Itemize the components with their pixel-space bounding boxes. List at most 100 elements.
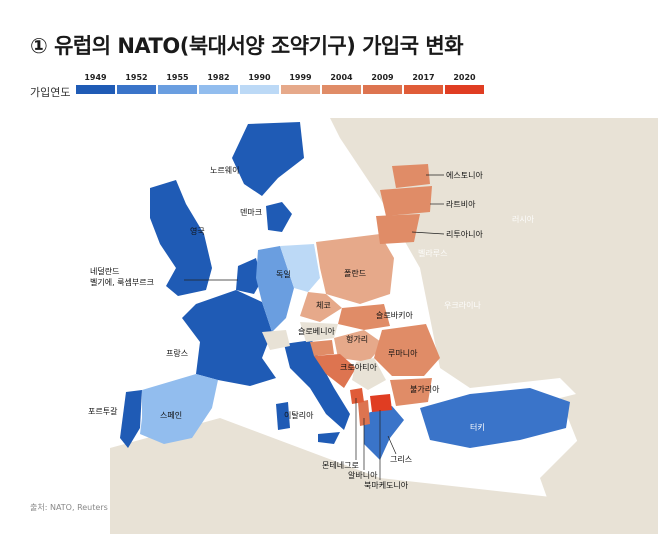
legend-year: 1949 xyxy=(84,73,107,82)
country-slovenia xyxy=(310,340,334,356)
legend-swatch xyxy=(363,85,402,94)
legend-swatch xyxy=(158,85,197,94)
legend-year: 2020 xyxy=(453,73,476,82)
label-bulgaria: 불가리아 xyxy=(410,384,440,394)
members-2004 xyxy=(310,164,440,406)
country-north-macedonia xyxy=(370,394,392,412)
label-ukraine: 우크라이나 xyxy=(444,300,481,310)
country-bulgaria xyxy=(390,378,432,406)
label-romania: 루마니아 xyxy=(388,348,418,358)
label-montenegro: 몬테네그로 xyxy=(322,461,359,470)
legend-item-1990: 1990 xyxy=(240,71,279,94)
label-czech: 체코 xyxy=(316,300,331,310)
country-croatia xyxy=(314,354,356,388)
country-switzerland xyxy=(262,330,290,350)
legend-swatch xyxy=(117,85,156,94)
country-hungary xyxy=(334,330,384,362)
country-spain xyxy=(140,374,218,444)
country-romania xyxy=(374,324,440,376)
country-estonia xyxy=(392,164,430,188)
country-east-germany xyxy=(280,244,320,292)
legend-item-2009: 2009 xyxy=(363,71,402,94)
legend-label: 가입연도 xyxy=(30,86,71,99)
legend-swatch xyxy=(404,85,443,94)
country-serbia xyxy=(352,358,386,390)
legend-swatch xyxy=(281,85,320,94)
legend-swatch xyxy=(199,85,238,94)
country-poland xyxy=(316,234,394,304)
legend-year: 2017 xyxy=(412,73,435,82)
label-croatia: 크로아티아 xyxy=(340,362,377,372)
legend-item-1982: 1982 xyxy=(199,71,238,94)
legend-swatch xyxy=(322,85,361,94)
legend-item-2017: 2017 xyxy=(404,71,443,94)
europe-map: 러시아 벨라루스 우크라이나 노르웨이 덴마크 영국 네덜란드 벨기에, 룩셈부… xyxy=(0,118,658,534)
label-germany: 독일 xyxy=(276,270,291,279)
label-estonia: 에스토니아 xyxy=(446,170,483,180)
legend-item-1949: 1949 xyxy=(76,71,115,94)
country-turkey xyxy=(420,388,570,448)
label-lithuania: 리투아니아 xyxy=(446,229,483,239)
label-netherlands: 네덜란드 xyxy=(90,266,119,276)
country-montenegro xyxy=(350,388,364,404)
legend-year: 2009 xyxy=(371,73,394,82)
country-czech xyxy=(300,292,342,322)
country-latvia xyxy=(380,186,432,216)
country-lithuania xyxy=(376,214,420,244)
land-north-africa xyxy=(110,418,658,534)
label-russia: 러시아 xyxy=(512,214,535,224)
label-uk: 영국 xyxy=(190,226,205,236)
label-belarus: 벨라루스 xyxy=(418,248,447,258)
country-italy xyxy=(284,340,350,430)
label-greece: 그리스 xyxy=(390,455,412,464)
leader-lines xyxy=(184,174,445,480)
label-poland: 폴란드 xyxy=(344,268,366,278)
legend-swatch xyxy=(76,85,115,94)
country-albania xyxy=(358,400,370,426)
country-ireland-gap xyxy=(134,236,160,268)
label-spain: 스페인 xyxy=(160,410,182,420)
country-austria xyxy=(300,322,338,342)
country-sicily xyxy=(318,432,340,444)
label-norway: 노르웨이 xyxy=(210,165,239,175)
legend-year: 1952 xyxy=(125,73,148,82)
label-slovakia: 슬로바키아 xyxy=(376,310,413,320)
label-latvia: 라트비아 xyxy=(446,199,476,209)
country-portugal xyxy=(120,390,142,448)
legend-item-1955: 1955 xyxy=(158,71,197,94)
label-belgium-lux: 벨기에, 룩셈부르크 xyxy=(90,277,154,287)
page-title: ① 유럽의 NATO(북대서양 조약기구) 가입국 변화 xyxy=(30,34,464,58)
country-west-germany xyxy=(256,246,294,332)
country-sardinia xyxy=(276,402,290,430)
legend-year: 1982 xyxy=(207,73,230,82)
country-france xyxy=(182,290,276,386)
country-greece xyxy=(364,406,404,460)
source-note: 출처: NATO, Reuters xyxy=(30,503,108,512)
legend-item-2004: 2004 xyxy=(322,71,361,94)
country-slovakia xyxy=(338,304,390,330)
country-uk xyxy=(150,180,212,296)
legend-swatch xyxy=(445,85,484,94)
legend-year: 1955 xyxy=(166,73,189,82)
country-netherlands-belgium xyxy=(236,258,262,294)
legend-year: 2004 xyxy=(330,73,353,82)
label-north-macedonia: 북마케도니아 xyxy=(364,480,409,490)
label-albania: 알바니아 xyxy=(348,470,378,480)
legend: 1949 1952 1955 1982 1990 1999 2004 2009 … xyxy=(76,71,484,94)
label-slovenia: 슬로베니아 xyxy=(298,326,335,336)
label-denmark: 덴마크 xyxy=(240,208,262,217)
legend-swatch xyxy=(240,85,279,94)
label-hungary: 헝가리 xyxy=(346,335,368,344)
legend-year: 1990 xyxy=(248,73,271,82)
country-norway xyxy=(232,122,304,196)
land-caucasus xyxy=(560,388,640,458)
label-italy: 이탈리아 xyxy=(284,410,314,420)
label-portugal: 포르투갈 xyxy=(88,407,118,416)
label-turkey: 터키 xyxy=(470,423,485,432)
legend-item-1999: 1999 xyxy=(281,71,320,94)
legend-item-1952: 1952 xyxy=(117,71,156,94)
label-france: 프랑스 xyxy=(166,348,188,358)
legend-year: 1999 xyxy=(289,73,312,82)
country-denmark xyxy=(266,202,292,232)
